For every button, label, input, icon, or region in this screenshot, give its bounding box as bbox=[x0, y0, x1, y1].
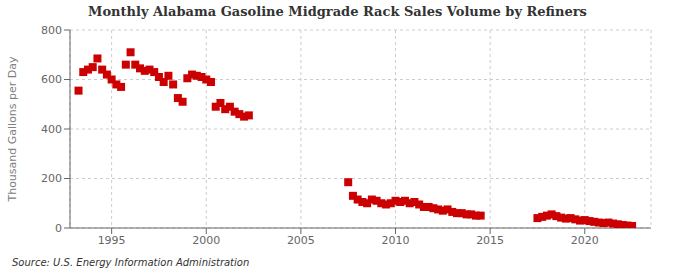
svg-text:400: 400 bbox=[41, 123, 62, 136]
svg-text:200: 200 bbox=[41, 172, 62, 185]
svg-text:1995: 1995 bbox=[98, 234, 126, 247]
svg-text:2015: 2015 bbox=[476, 234, 504, 247]
svg-text:2005: 2005 bbox=[287, 234, 315, 247]
svg-text:2010: 2010 bbox=[382, 234, 410, 247]
svg-text:2020: 2020 bbox=[571, 234, 599, 247]
svg-text:2000: 2000 bbox=[192, 234, 220, 247]
svg-text:800: 800 bbox=[41, 24, 62, 37]
svg-text:0: 0 bbox=[55, 222, 62, 235]
svg-text:600: 600 bbox=[41, 73, 62, 86]
html-text:Source: U.S. Energy Informatio: Source: U.S. Energy Information Administ… bbox=[12, 257, 250, 268]
html-text:Monthly Alabama Gasoline Midgr: Monthly Alabama Gasoline Midgrade Rack S… bbox=[88, 4, 587, 19]
svg-text:Thousand Gallons per Day: Thousand Gallons per Day bbox=[8, 56, 19, 203]
